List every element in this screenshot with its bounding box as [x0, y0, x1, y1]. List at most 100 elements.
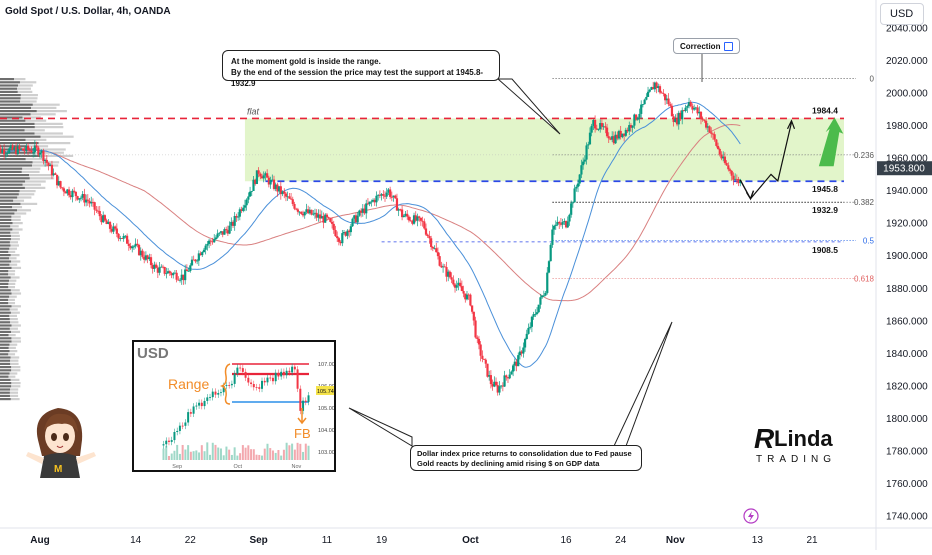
volume-profile-bar-light — [11, 366, 20, 368]
volume-profile-bar-dark — [0, 78, 14, 80]
correction-label: Correction — [680, 42, 720, 51]
candle — [435, 248, 437, 252]
candle — [35, 145, 37, 147]
volume-profile-bar-light — [8, 376, 15, 378]
candle — [191, 260, 193, 266]
volume-profile-bar-dark — [0, 235, 11, 237]
volume-profile-bar-dark — [0, 168, 22, 170]
candle — [461, 286, 463, 291]
volume-profile-bar-dark — [0, 328, 10, 330]
inset-volume-bar — [288, 445, 290, 460]
candle — [386, 193, 388, 197]
inset-candle — [204, 401, 206, 406]
candle — [99, 211, 101, 216]
candle — [686, 106, 688, 108]
candle — [452, 280, 454, 285]
volume-profile-bar-dark — [0, 232, 10, 234]
volume-profile-bar-light — [20, 100, 36, 102]
candle — [237, 217, 239, 218]
candle — [702, 119, 704, 120]
price-tick-label: 1900.000 — [886, 251, 928, 262]
volume-profile-bar-light — [20, 190, 36, 192]
volume-profile-bar-light — [9, 257, 16, 259]
volume-profile-bar-dark — [0, 286, 8, 288]
volume-profile-bar-dark — [0, 376, 8, 378]
currency-button[interactable]: USD — [880, 3, 924, 25]
candle — [584, 160, 586, 162]
candle — [217, 233, 219, 237]
candle — [3, 149, 5, 154]
volume-profile-bar-dark — [0, 216, 11, 218]
inset-volume-bars — [163, 442, 310, 460]
candle — [61, 187, 63, 188]
candle — [726, 163, 728, 165]
candle — [640, 105, 642, 114]
inset-volume-bar — [242, 445, 244, 460]
volume-profile-bar-dark — [0, 91, 18, 93]
candle — [418, 216, 420, 217]
current-price-tag: 1953.800 — [877, 161, 932, 175]
volume-profile-bar-light — [10, 321, 18, 323]
candle — [329, 218, 331, 222]
inset-candle — [198, 403, 200, 406]
price-tick-label: 1840.000 — [886, 349, 928, 360]
candle — [295, 209, 297, 210]
candle — [406, 214, 408, 217]
volume-profile-bar-light — [8, 299, 15, 301]
inset-candle — [171, 440, 173, 442]
candle — [73, 191, 75, 192]
volume-profile-bar-light — [10, 225, 18, 227]
price-tick-label: 1740.000 — [886, 512, 928, 523]
chart-title: Gold Spot / U.S. Dollar, 4h, OANDA — [5, 6, 171, 17]
candle — [213, 239, 215, 242]
inset-volume-bar — [223, 455, 225, 460]
candle — [717, 146, 719, 149]
candle — [606, 128, 608, 137]
volume-profile-bar-light — [20, 203, 37, 205]
volume-profile-bar-dark — [0, 206, 12, 208]
candle — [176, 273, 178, 280]
inset-price-tick: 105.00 — [318, 406, 334, 412]
volume-profile-bar-light — [9, 264, 17, 266]
volume-profile-bar-light — [11, 260, 20, 262]
volume-profile-bar-dark — [0, 81, 20, 83]
candle — [459, 283, 461, 286]
candle — [644, 100, 646, 104]
inset-volume-bar — [294, 450, 296, 460]
price-tick-label: 2020.000 — [886, 56, 928, 67]
inset-candle — [269, 378, 271, 379]
candle — [567, 221, 569, 227]
volume-profile-bar-light — [11, 235, 20, 237]
inset-candle — [294, 367, 296, 370]
volume-profile-bar-light — [12, 267, 21, 269]
volume-profile-bar-light — [9, 344, 17, 346]
fib-label: 0.382 — [854, 198, 875, 207]
volume-profile-bar-dark — [0, 251, 8, 253]
volume-profile-bar-light — [8, 270, 15, 272]
inset-candle — [280, 372, 282, 377]
projection-down-arrow — [740, 180, 753, 199]
candle — [341, 233, 343, 243]
volume-profile-bar-light — [19, 193, 34, 195]
volume-profile-bar-light — [9, 280, 16, 282]
candle — [481, 356, 483, 359]
volume-profile-bar-light — [25, 120, 46, 122]
inset-range-label: Range — [168, 376, 209, 392]
inset-candle — [209, 397, 211, 398]
fib-label: 0 — [870, 74, 875, 83]
candle — [669, 104, 671, 106]
inset-candle — [234, 374, 236, 384]
candle — [550, 245, 552, 261]
inset-price-tag: 105.74 — [317, 389, 334, 395]
candle — [710, 132, 712, 133]
time-tick-label: 19 — [376, 535, 388, 546]
inset-candle — [266, 378, 268, 383]
volume-profile-bar-dark — [0, 180, 25, 182]
lightning-icon[interactable] — [744, 509, 758, 523]
volume-profile-bar-light — [12, 292, 21, 294]
candle — [568, 215, 570, 222]
volume-profile-bar-light — [10, 244, 19, 246]
candle — [246, 200, 248, 206]
volume-profile-bar-dark — [0, 212, 14, 214]
